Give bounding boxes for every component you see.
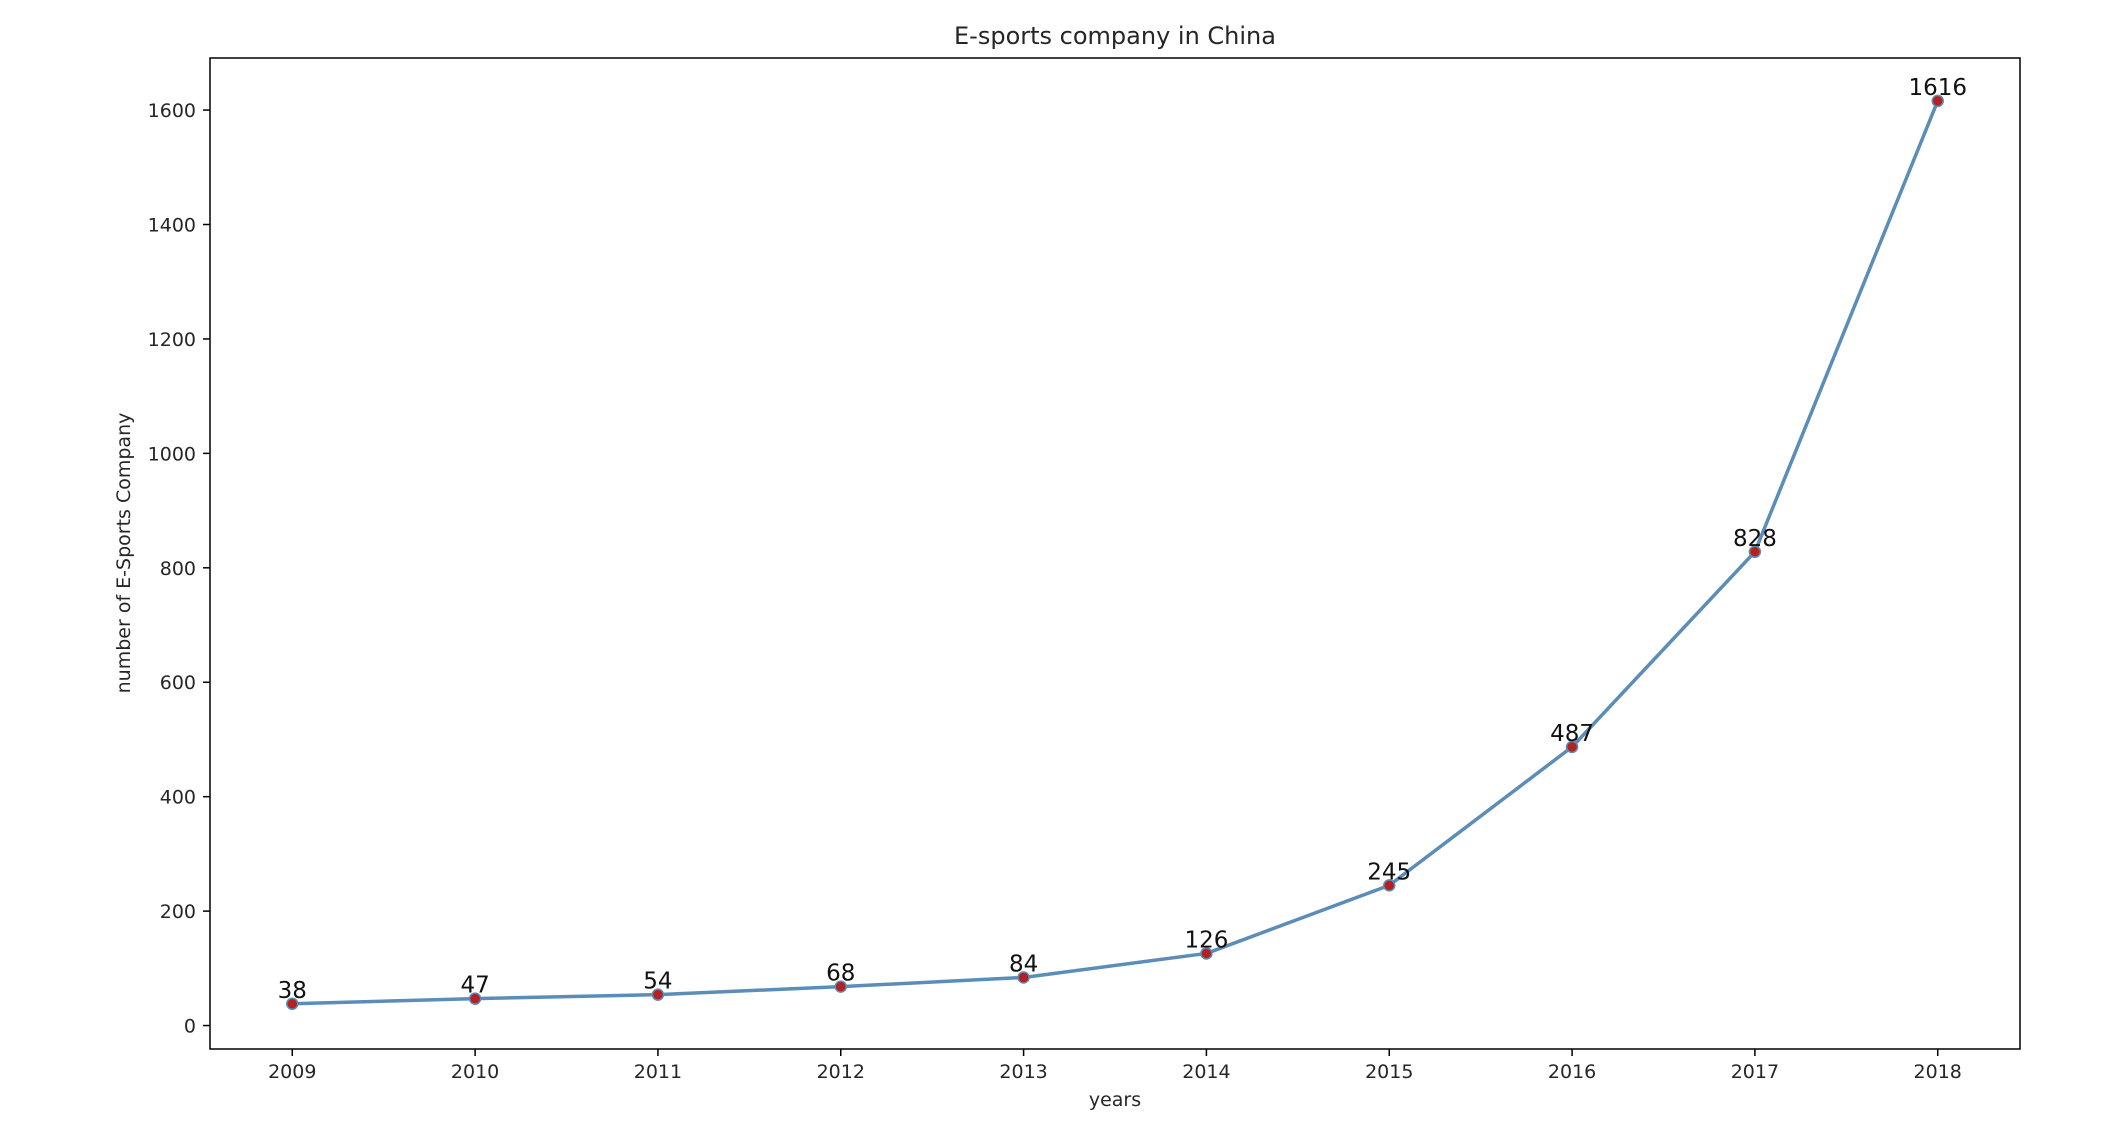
data-point [834, 980, 848, 993]
x-tick-label: 2010 [451, 1061, 499, 1083]
y-tick-label: 800 [160, 558, 196, 580]
data-point [1200, 947, 1213, 960]
plot-area [209, 57, 2021, 1050]
data-point [1748, 545, 1762, 559]
x-tick-label: 2009 [268, 1061, 316, 1083]
chart-title: E-sports company in China [954, 22, 1276, 50]
x-tick-label: 2016 [1548, 1061, 1596, 1083]
data-label: 54 [643, 969, 672, 995]
y-tick-label: 600 [160, 672, 196, 694]
y-tick-label: 1000 [148, 443, 196, 465]
x-axis: 2009 2010 2011 2012 2013 2014 2015 2016 2017 2018 [268, 1049, 1962, 1083]
y-axis: 0 200 400 600 800 1000 1200 1400 1600 [148, 100, 210, 1038]
series-line [292, 100, 1940, 1006]
x-tick-label: 2011 [634, 1061, 682, 1083]
data-point [1382, 879, 1396, 892]
series-line-group [286, 94, 1944, 1011]
y-tick-label: 0 [184, 1016, 196, 1038]
data-point [286, 997, 299, 1011]
data-labels: 38 47 54 68 84 126 245 487 828 1616 [278, 75, 1967, 1004]
data-label: 245 [1367, 859, 1411, 885]
y-axis-title: number of E-Sports Company [113, 413, 135, 694]
x-tick-label: 2012 [817, 1061, 865, 1083]
x-tick-label: 2018 [1914, 1061, 1962, 1083]
data-label: 126 [1184, 927, 1228, 953]
y-tick-label: 400 [160, 787, 196, 809]
data-label: 487 [1550, 721, 1594, 747]
x-tick-label: 2015 [1365, 1061, 1413, 1083]
y-tick-label: 1200 [148, 329, 196, 351]
data-point [1017, 971, 1030, 984]
data-point [1931, 94, 1944, 108]
x-tick-label: 2014 [1182, 1061, 1230, 1083]
data-label: 47 [460, 973, 489, 999]
data-label: 84 [1009, 951, 1038, 977]
data-point [1565, 740, 1579, 754]
x-tick-label: 2017 [1731, 1061, 1779, 1083]
y-tick-label: 1400 [148, 215, 196, 237]
data-label: 38 [278, 978, 307, 1004]
y-tick-label: 200 [160, 901, 196, 923]
y-tick-label: 1600 [148, 100, 196, 122]
data-point [651, 988, 665, 1001]
data-label: 68 [826, 961, 855, 987]
data-point [468, 992, 482, 1005]
x-axis-title: years [1089, 1089, 1141, 1111]
x-tick-label: 2013 [999, 1061, 1047, 1083]
data-label: 828 [1733, 526, 1777, 552]
data-label: 1616 [1908, 75, 1967, 101]
